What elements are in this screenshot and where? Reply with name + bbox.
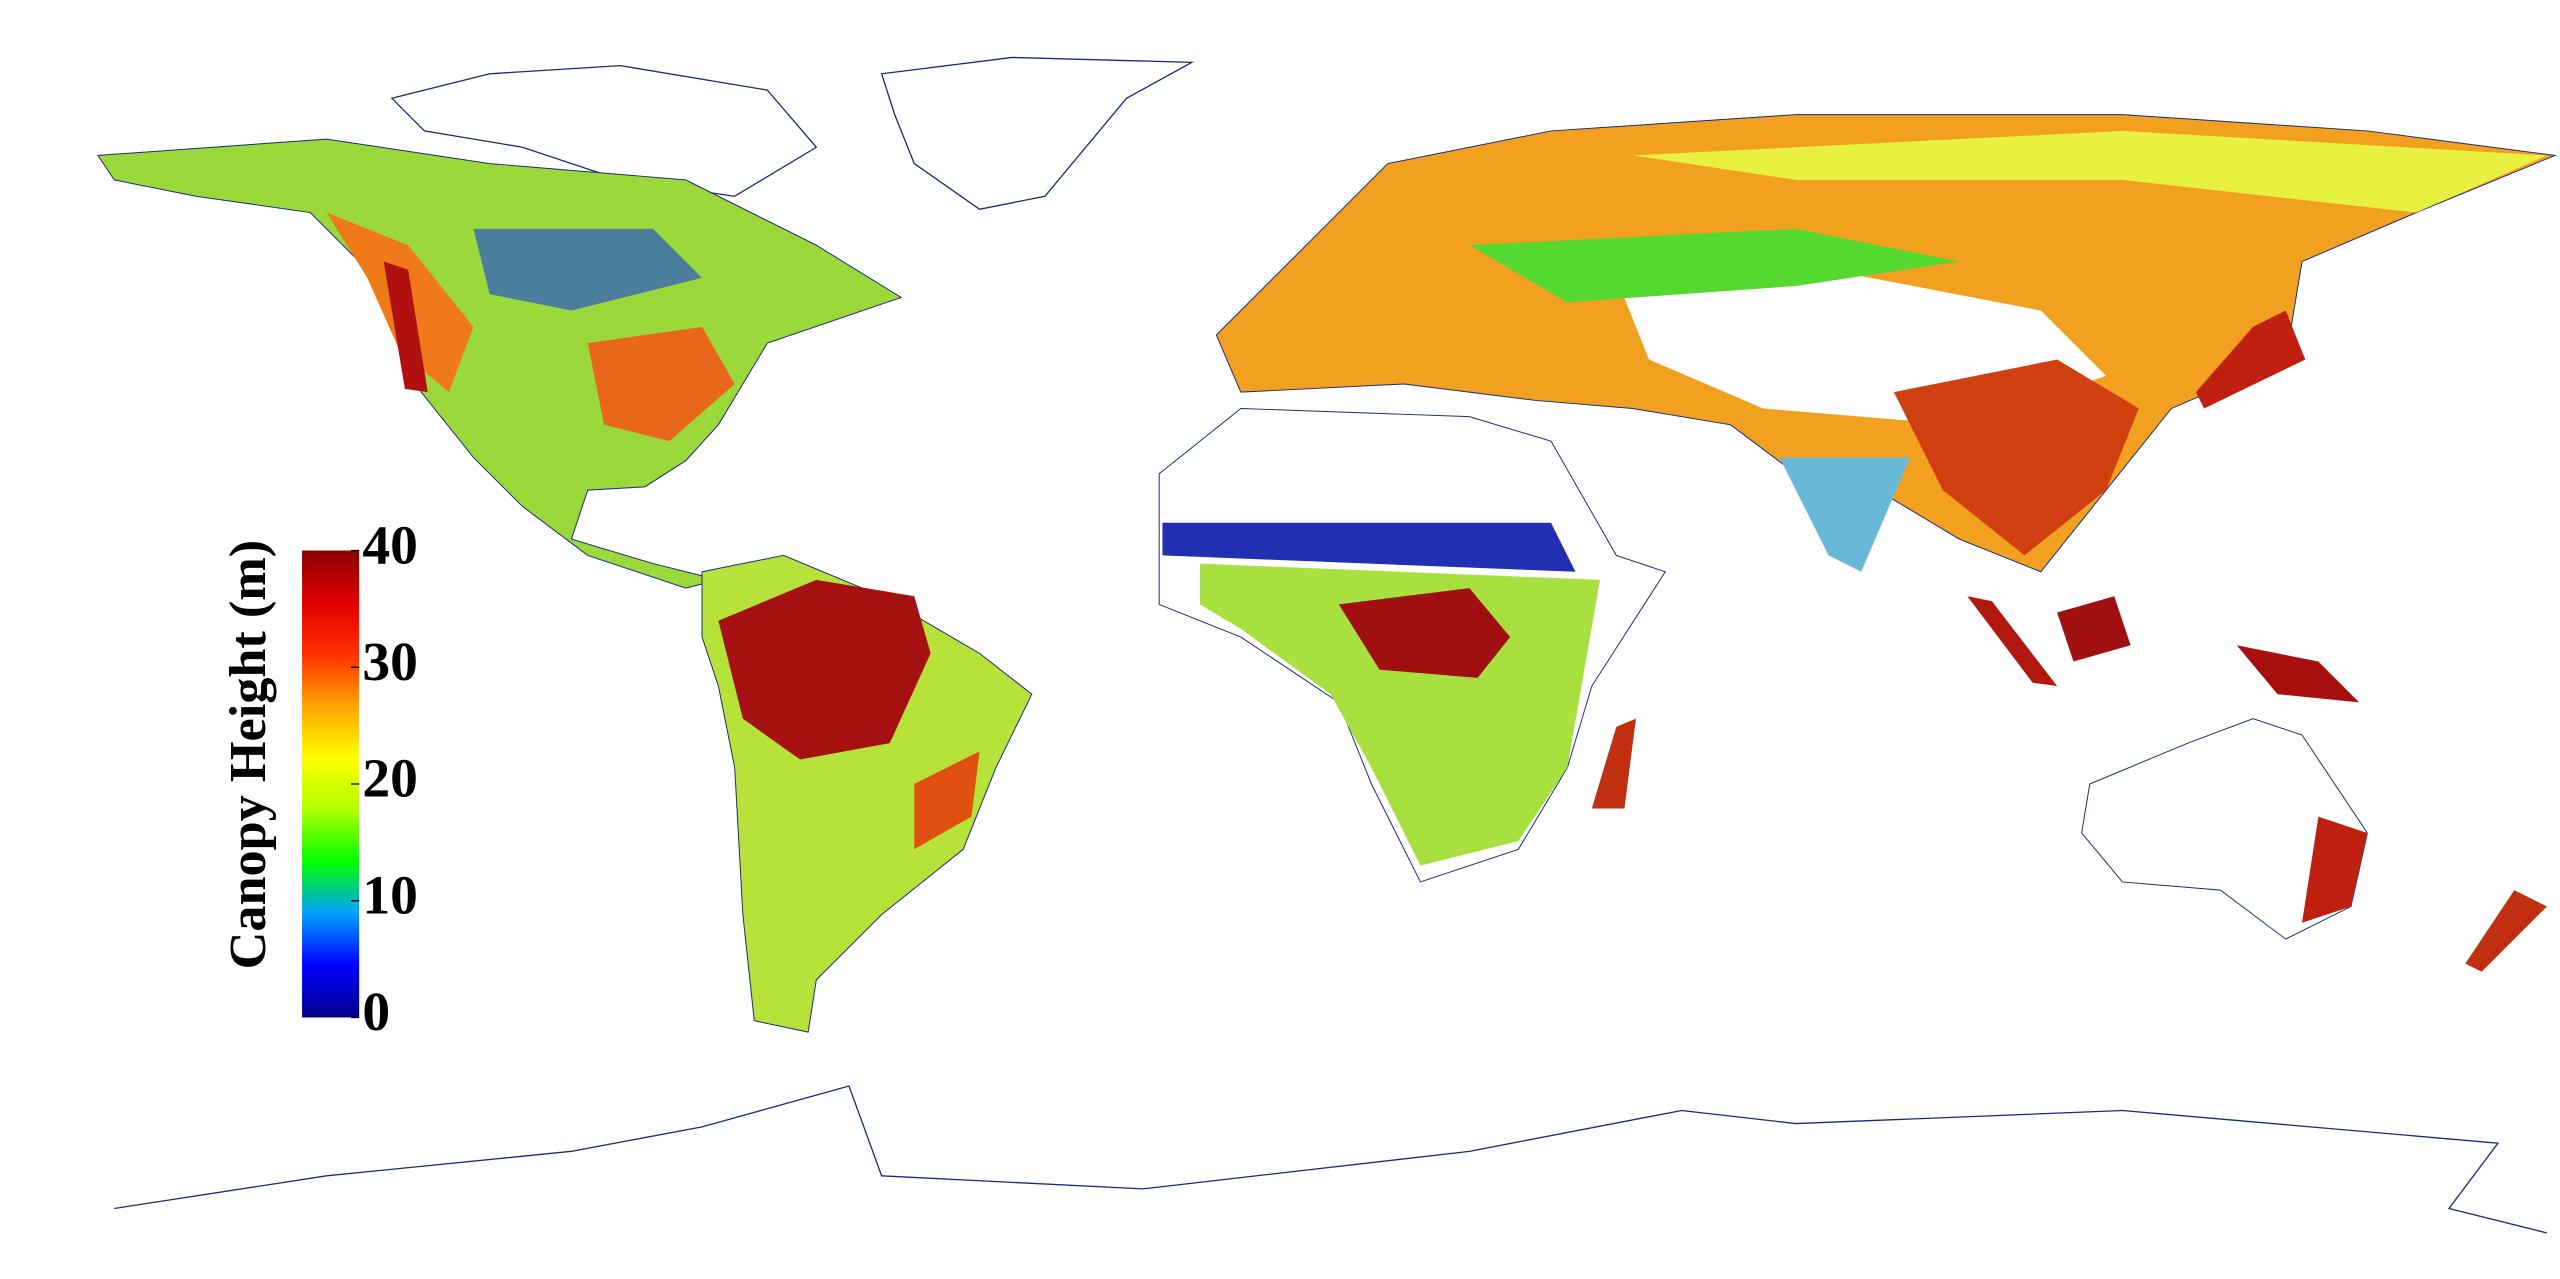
- new-guinea: [2236, 645, 2360, 703]
- atlantic-forest: [914, 751, 980, 850]
- east-asia: [1893, 359, 2139, 556]
- land: [97, 56, 2557, 1234]
- colorbar-tick-label: 10: [362, 865, 418, 926]
- colorbar-tick-label: 30: [362, 632, 418, 693]
- colorbar-tick-label: 40: [362, 515, 418, 576]
- sahel: [1162, 522, 1576, 572]
- boreal-green: [1469, 228, 1960, 303]
- siberia-north: [1632, 130, 2547, 213]
- north-america: [97, 138, 903, 589]
- na-pacific: [383, 261, 428, 393]
- na-forest-east: [587, 326, 735, 442]
- india: [1779, 457, 1911, 572]
- borneo: [2057, 596, 2131, 662]
- antarctica-outline: [114, 1085, 2548, 1234]
- japan: [2195, 310, 2306, 409]
- arctic-islands-outline: [390, 64, 818, 197]
- greenland-outline: [880, 56, 1195, 210]
- colorbar-scale: [302, 550, 360, 1018]
- amazon: [718, 579, 931, 760]
- new-zealand: [2465, 890, 2547, 972]
- madagascar: [1591, 718, 1636, 809]
- na-boreal: [473, 228, 703, 311]
- australia-east: [2302, 816, 2368, 923]
- colorbar: Canopy Height (m) 0 10 20 30 40: [219, 515, 418, 1043]
- colorbar-title: Canopy Height (m): [219, 540, 277, 969]
- colorbar-tick-label: 0: [362, 982, 390, 1043]
- sumatra: [1967, 596, 2058, 687]
- congo: [1338, 588, 1511, 678]
- colorbar-tick-label: 20: [362, 749, 418, 810]
